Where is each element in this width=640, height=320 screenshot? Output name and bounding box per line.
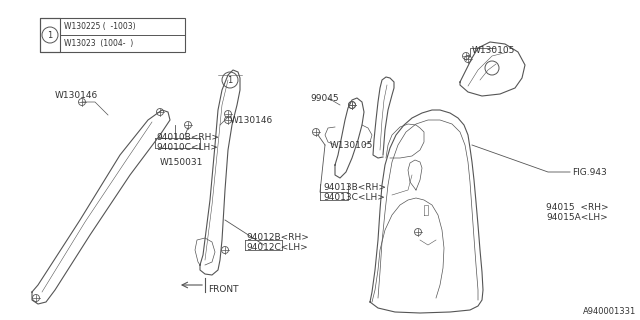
Text: W150031: W150031	[160, 157, 204, 166]
Text: 94012C<LH>: 94012C<LH>	[246, 244, 308, 252]
Text: A940001331: A940001331	[583, 308, 636, 316]
Text: W130225 (  -1003): W130225 ( -1003)	[64, 22, 136, 31]
Bar	[40, 18, 60, 52]
Text: W130105: W130105	[330, 140, 373, 149]
Text: W130105: W130105	[472, 45, 515, 54]
Text: 94010C<LH>: 94010C<LH>	[156, 142, 218, 151]
Text: W13023  (1004-  ): W13023 (1004- )	[64, 39, 133, 48]
Bar	[40, 18, 185, 52]
Text: 1: 1	[227, 76, 232, 84]
Text: 94010B<RH>: 94010B<RH>	[156, 132, 219, 141]
Text: 1: 1	[47, 30, 52, 39]
Text: FRONT: FRONT	[208, 285, 239, 294]
Text: 94015A<LH>: 94015A<LH>	[546, 213, 608, 222]
Text: 94012B<RH>: 94012B<RH>	[246, 234, 309, 243]
Text: 94013B<RH>: 94013B<RH>	[323, 182, 386, 191]
Text: W130146: W130146	[55, 91, 99, 100]
Text: 99045: 99045	[310, 93, 339, 102]
Text: 94013C<LH>: 94013C<LH>	[323, 193, 385, 202]
Text: W130146: W130146	[230, 116, 273, 124]
Text: 94015  <RH>: 94015 <RH>	[546, 204, 609, 212]
Text: FIG.943: FIG.943	[572, 167, 607, 177]
